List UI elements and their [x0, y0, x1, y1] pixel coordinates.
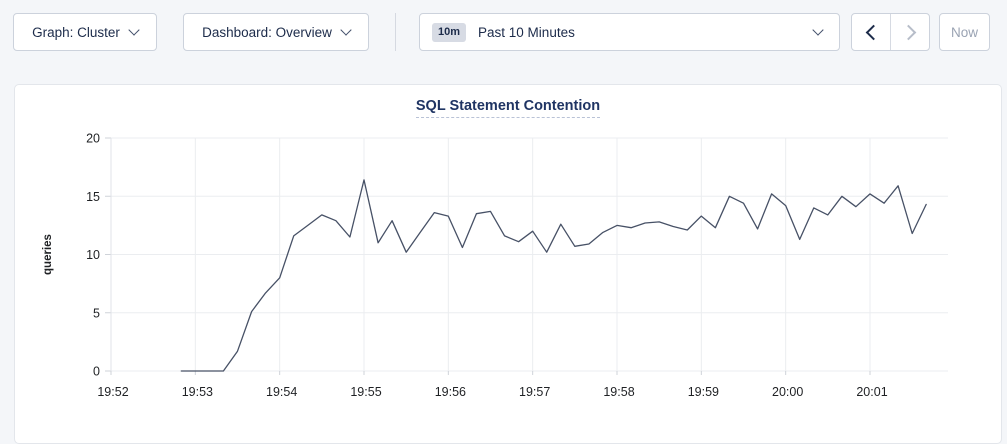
chart-panel: SQL Statement Contention 0 5 10 15 20 19:52 19…: [14, 84, 1002, 444]
graph-dropdown-label: Graph: Cluster: [32, 24, 120, 40]
svg-text:10: 10: [86, 248, 100, 262]
chevron-down-icon: [128, 24, 140, 36]
svg-text:19:57: 19:57: [519, 385, 550, 399]
svg-text:20: 20: [86, 132, 100, 146]
chart-title-row: SQL Statement Contention: [15, 97, 1001, 118]
dashboard-dropdown-label: Dashboard: Overview: [202, 24, 332, 40]
svg-text:19:58: 19:58: [603, 385, 634, 399]
chevron-down-icon: [340, 24, 352, 36]
svg-text:0: 0: [93, 365, 100, 379]
dashboard-dropdown[interactable]: Dashboard: Overview: [183, 13, 369, 51]
chevron-left-icon: [865, 24, 881, 40]
time-range-label: Past 10 Minutes: [478, 24, 575, 40]
chevron-down-icon: [812, 24, 824, 36]
svg-text:15: 15: [86, 190, 100, 204]
svg-text:19:59: 19:59: [688, 385, 719, 399]
svg-text:5: 5: [93, 306, 100, 320]
svg-text:19:56: 19:56: [435, 385, 466, 399]
svg-text:19:52: 19:52: [97, 385, 128, 399]
chevron-right-icon: [900, 24, 916, 40]
svg-text:20:00: 20:00: [772, 385, 803, 399]
svg-text:19:55: 19:55: [350, 385, 381, 399]
svg-text:19:54: 19:54: [266, 385, 297, 399]
now-button[interactable]: Now: [939, 13, 990, 51]
svg-text:queries: queries: [42, 234, 54, 275]
contention-line-chart: 0 5 10 15 20 19:52 19:53 19:54 19:55 19:56 19:57 19…: [42, 132, 948, 399]
time-range-badge: 10m: [432, 22, 467, 42]
svg-text:20:01: 20:01: [856, 385, 887, 399]
svg-text:19:53: 19:53: [182, 385, 213, 399]
time-nav-group: [851, 13, 930, 51]
time-prev-button[interactable]: [852, 14, 891, 50]
time-range-dropdown[interactable]: 10m Past 10 Minutes: [419, 13, 840, 51]
time-next-button[interactable]: [891, 14, 929, 50]
graph-dropdown[interactable]: Graph: Cluster: [13, 13, 157, 51]
app-root: { "toolbar": { "graph_dropdown": {"label…: [13, 13, 1002, 444]
toolbar-divider: [395, 13, 396, 51]
chart-title[interactable]: SQL Statement Contention: [415, 98, 601, 118]
